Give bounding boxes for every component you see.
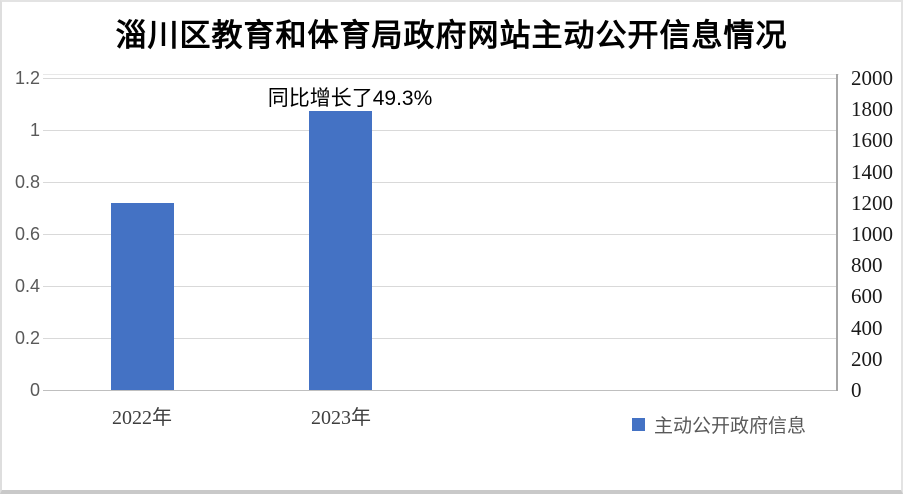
right-axis-line (836, 74, 838, 391)
left-axis-tick: 0.4 (14, 276, 40, 296)
gridline-baseline (43, 390, 837, 391)
bar-2022年 (111, 203, 174, 390)
right-axis-tick: 2000 (851, 66, 893, 90)
left-axis-tick: 0.2 (14, 328, 40, 348)
plot-top-border (43, 74, 839, 75)
right-axis-tick: 1600 (851, 128, 893, 152)
gridline (43, 338, 837, 339)
gridline (43, 182, 837, 183)
right-axis-tick: 400 (851, 316, 883, 340)
right-axis-tick: 200 (851, 347, 883, 371)
gridline (43, 286, 837, 287)
left-axis-tick: 1.2 (14, 68, 40, 88)
right-axis-tick: 1200 (851, 191, 893, 215)
chart-title: 淄川区教育和体育局政府网站主动公开信息情况 (115, 18, 788, 53)
plot-area (43, 78, 837, 391)
left-axis-tick: 0.8 (14, 172, 40, 192)
bar-2023年 (309, 111, 372, 390)
gridline (43, 130, 837, 131)
gridline (43, 234, 837, 235)
legend: 主动公开政府信息 (632, 411, 806, 438)
right-axis-tick: 1800 (851, 97, 893, 121)
right-axis-tick: 1400 (851, 160, 893, 184)
legend-swatch-icon (632, 418, 645, 431)
right-axis-tick: 1000 (851, 222, 893, 246)
left-axis-tick: 0 (29, 380, 40, 400)
right-axis-tick: 800 (851, 253, 883, 277)
growth-annotation: 同比增长了49.3% (267, 87, 433, 110)
x-axis-label: 2022年 (112, 407, 172, 429)
left-axis-tick: 1 (29, 120, 40, 140)
right-axis-tick: 0 (851, 378, 862, 402)
legend-label: 主动公开政府信息 (654, 416, 807, 437)
left-axis-tick: 0.6 (14, 224, 40, 244)
x-axis-label: 2023年 (311, 407, 371, 429)
right-axis-tick: 600 (851, 284, 883, 308)
gridline (43, 78, 837, 79)
